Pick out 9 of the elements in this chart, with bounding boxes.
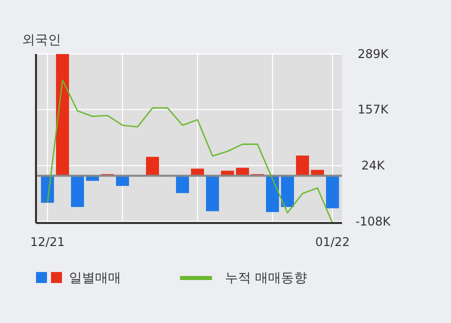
y-tick-label: 24K — [361, 158, 386, 173]
x-tick-label: 12/21 — [30, 235, 65, 249]
chart-title: 외국인 — [22, 33, 61, 48]
y-tick-label: 157K — [358, 102, 390, 117]
x-tick-label: 01/22 — [315, 235, 350, 249]
y-tick-label: 289K — [358, 47, 390, 61]
y-tick-label: -108K — [355, 214, 392, 228]
legend-label: 일별매매 — [69, 271, 121, 286]
legend-label: 누적 매매동향 — [225, 271, 308, 286]
